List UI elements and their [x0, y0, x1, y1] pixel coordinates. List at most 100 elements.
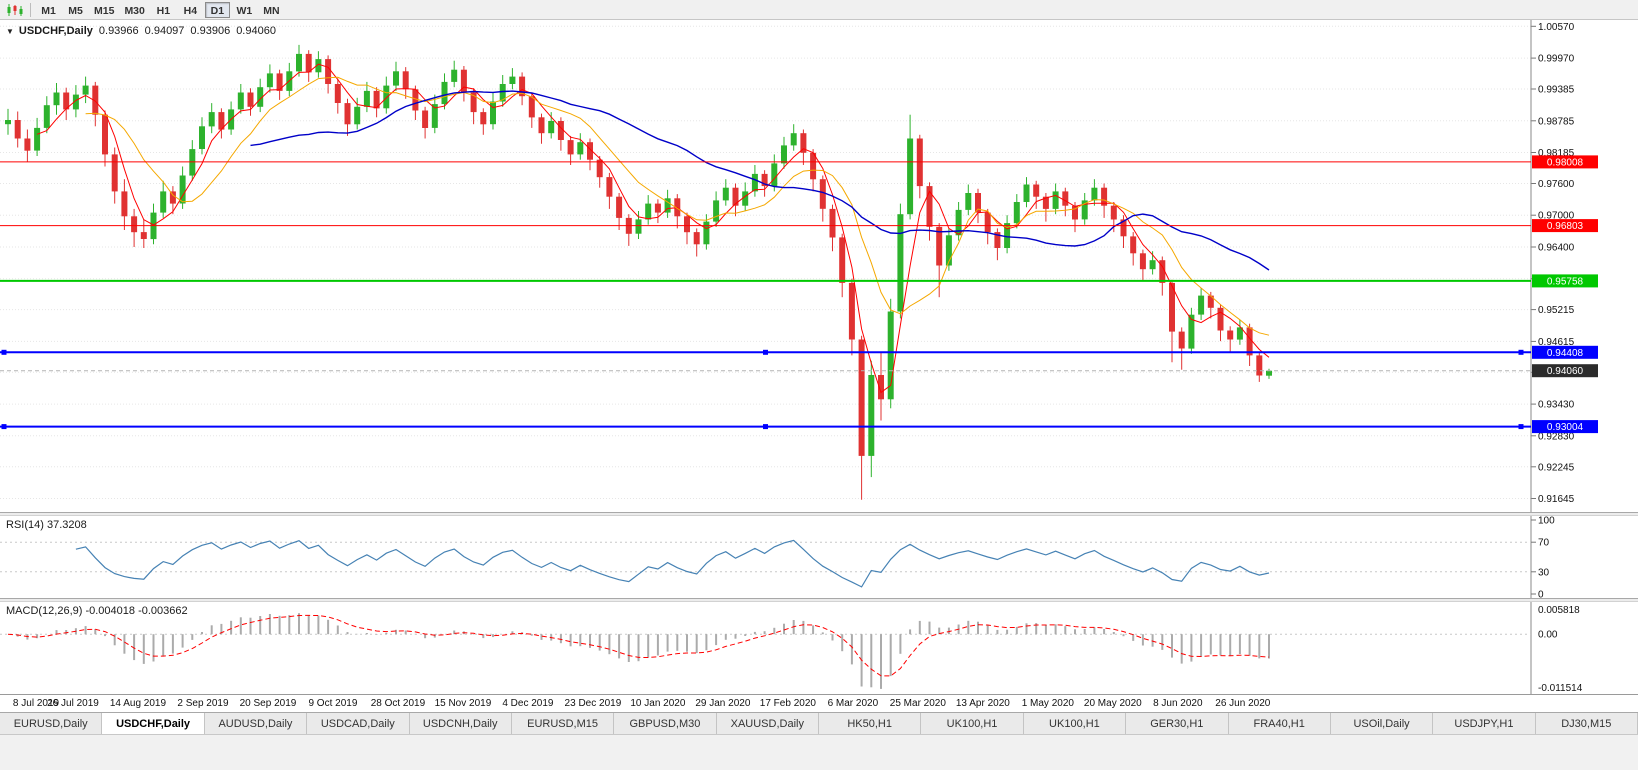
timeframe-button-d1[interactable]: D1 — [204, 1, 230, 18]
candle[interactable] — [460, 66, 467, 102]
candle[interactable] — [1139, 249, 1146, 282]
candle[interactable] — [1246, 323, 1253, 366]
candle[interactable] — [800, 129, 807, 166]
candle[interactable] — [1217, 304, 1224, 342]
candle[interactable] — [5, 108, 11, 135]
chart-tab[interactable]: UK100,H1 — [921, 713, 1024, 734]
candle[interactable] — [1188, 307, 1195, 354]
candle[interactable] — [441, 73, 448, 110]
candle[interactable] — [470, 88, 477, 125]
candle[interactable] — [1072, 202, 1078, 233]
candle[interactable] — [354, 97, 361, 130]
candle[interactable] — [829, 204, 836, 252]
candle[interactable] — [1227, 326, 1234, 352]
candle[interactable] — [528, 92, 535, 128]
candle[interactable] — [819, 175, 826, 222]
price-chart-canvas[interactable]: 1.00570 0.99970 0.99385 0.98785 0.98185 0.976… — [0, 20, 1638, 512]
candle[interactable] — [751, 165, 758, 197]
candle[interactable] — [383, 76, 390, 114]
candle[interactable] — [247, 88, 254, 116]
candle[interactable] — [975, 188, 981, 224]
timeframe-button-m30[interactable]: M30 — [124, 4, 145, 17]
price-level-line[interactable]: 0.93004 — [0, 420, 1598, 434]
candle[interactable] — [1062, 187, 1069, 217]
candle[interactable] — [72, 85, 79, 118]
chart-tab[interactable]: GBPUSD,M30 — [614, 713, 717, 734]
candle[interactable] — [1081, 193, 1088, 225]
candle[interactable] — [1101, 183, 1108, 218]
price-level-line[interactable]: 0.96803 — [0, 219, 1598, 233]
candle[interactable] — [363, 81, 370, 113]
candle[interactable] — [218, 108, 225, 139]
candle[interactable] — [14, 111, 21, 148]
candle[interactable] — [1198, 288, 1205, 320]
chart-tab[interactable]: XAUUSD,Daily — [716, 713, 819, 734]
candle[interactable] — [509, 68, 516, 90]
candle[interactable] — [839, 233, 846, 298]
candle[interactable] — [1033, 180, 1040, 209]
candle[interactable] — [519, 72, 526, 106]
candle[interactable] — [431, 94, 438, 134]
candle[interactable] — [645, 195, 652, 225]
timeframe-button-m15[interactable]: M15 — [94, 4, 115, 17]
price-level-line[interactable]: 0.98008 — [0, 155, 1598, 169]
macd-panel-canvas[interactable]: 0.005818 0.00 -0.011514 — [0, 602, 1638, 694]
candle[interactable] — [63, 87, 70, 120]
candle[interactable] — [402, 67, 409, 99]
candle[interactable] — [1178, 327, 1185, 370]
candle[interactable] — [945, 228, 952, 271]
line-handle[interactable] — [763, 349, 768, 355]
candle[interactable] — [24, 129, 31, 162]
candle[interactable] — [53, 83, 60, 115]
chart-tab[interactable]: USDJPY,H1 — [1433, 713, 1536, 734]
candle[interactable] — [480, 108, 487, 135]
chart-tab[interactable]: USDCAD,Daily — [307, 713, 410, 734]
chart-tab[interactable]: HK50,H1 — [819, 713, 922, 734]
candle[interactable] — [771, 154, 778, 192]
panel-separator[interactable] — [0, 598, 1638, 602]
candle[interactable] — [781, 136, 787, 169]
chart-dropdown-icon[interactable]: ▼ — [6, 27, 14, 36]
candle[interactable] — [131, 208, 138, 247]
candle[interactable] — [34, 117, 41, 156]
candle[interactable] — [684, 212, 690, 245]
timeframe-button-h1[interactable]: H1 — [156, 4, 171, 17]
candle[interactable] — [490, 92, 496, 130]
candle[interactable] — [1130, 232, 1137, 266]
candle[interactable] — [237, 84, 244, 114]
candle[interactable] — [587, 138, 593, 171]
candle[interactable] — [907, 114, 914, 220]
chart-tab[interactable]: DJ30,M15 — [1535, 713, 1638, 734]
chart-tab[interactable]: FRA40,H1 — [1228, 713, 1331, 734]
candle[interactable] — [393, 61, 399, 91]
candle[interactable] — [790, 124, 797, 151]
timeframe-button-w1[interactable]: W1 — [236, 4, 253, 17]
candle[interactable] — [664, 189, 671, 218]
candle[interactable] — [616, 193, 623, 230]
timeframe-button-mn[interactable]: MN — [263, 4, 280, 17]
line-handle[interactable] — [1518, 349, 1524, 355]
candle[interactable] — [1052, 183, 1059, 215]
candle[interactable] — [577, 133, 584, 160]
chart-tab[interactable]: UK100,H1 — [1023, 713, 1127, 734]
chart-tab[interactable]: GER30,H1 — [1126, 713, 1229, 734]
candle[interactable] — [596, 156, 603, 188]
candle[interactable] — [984, 208, 991, 245]
candle[interactable] — [111, 147, 118, 204]
candle[interactable] — [868, 360, 875, 478]
candle[interactable] — [897, 203, 904, 319]
candle[interactable] — [1013, 194, 1020, 229]
line-handle[interactable] — [763, 424, 768, 430]
candle[interactable] — [102, 110, 108, 167]
candle[interactable] — [199, 117, 205, 155]
chart-tab[interactable]: USOil,Daily — [1330, 713, 1434, 734]
chart-tab[interactable]: EURUSD,M15 — [511, 713, 615, 734]
candle[interactable] — [858, 335, 865, 500]
line-handle[interactable] — [1, 349, 7, 355]
candle[interactable] — [373, 87, 380, 118]
candle[interactable] — [257, 78, 264, 113]
chart-tab[interactable]: EURUSD,Daily — [0, 713, 103, 734]
timeframe-button-m5[interactable]: M5 — [68, 4, 83, 17]
candle[interactable] — [305, 50, 312, 82]
candle[interactable] — [635, 211, 642, 239]
